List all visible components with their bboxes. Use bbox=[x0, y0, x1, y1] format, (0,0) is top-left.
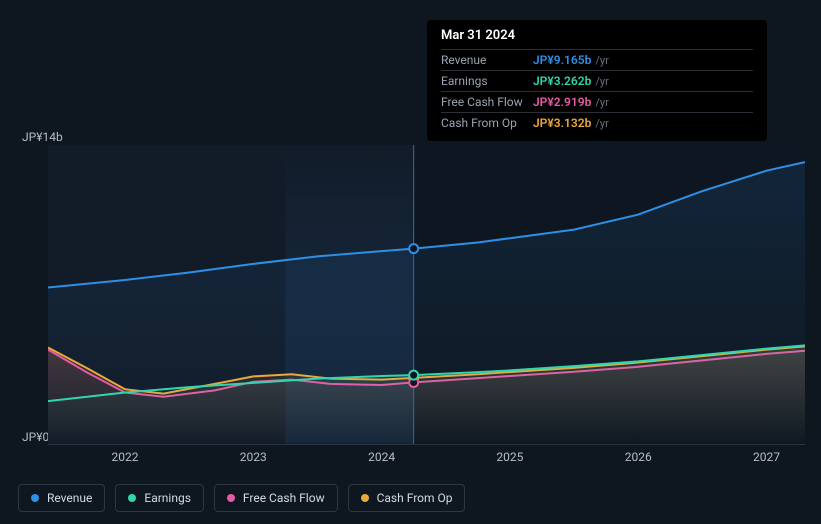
legend-item[interactable]: Revenue bbox=[18, 484, 105, 512]
series-marker bbox=[409, 371, 418, 380]
legend-dot-icon bbox=[128, 494, 136, 502]
legend-item[interactable]: Free Cash Flow bbox=[214, 484, 338, 512]
legend-label: Revenue bbox=[47, 491, 92, 505]
tooltip-value: JP¥3.132b bbox=[533, 116, 591, 130]
x-axis-label: 2023 bbox=[240, 450, 267, 464]
legend-item[interactable]: Cash From Op bbox=[348, 484, 466, 512]
legend-label: Earnings bbox=[144, 491, 191, 505]
tooltip-unit: /yr bbox=[595, 54, 608, 67]
chart-area bbox=[48, 145, 805, 445]
legend: Revenue Earnings Free Cash Flow Cash From O… bbox=[18, 484, 465, 512]
legend-dot-icon bbox=[227, 494, 235, 502]
tooltip-label: Free Cash Flow bbox=[441, 95, 533, 109]
tooltip-label: Revenue bbox=[441, 53, 533, 67]
series-marker bbox=[409, 244, 418, 253]
tooltip-row: Earnings JP¥3.262b /yr bbox=[441, 70, 753, 91]
tooltip-unit: /yr bbox=[595, 96, 608, 109]
x-axis-label: 2027 bbox=[753, 450, 780, 464]
tooltip-unit: /yr bbox=[595, 75, 608, 88]
legend-label: Cash From Op bbox=[377, 491, 453, 505]
x-axis-label: 2026 bbox=[625, 450, 652, 464]
tooltip-value: JP¥3.262b bbox=[533, 74, 591, 88]
tooltip-value: JP¥9.165b bbox=[533, 53, 591, 67]
x-axis-label: 2022 bbox=[111, 450, 138, 464]
legend-item[interactable]: Earnings bbox=[115, 484, 204, 512]
tooltip-row: Cash From Op JP¥3.132b /yr bbox=[441, 112, 753, 133]
legend-dot-icon bbox=[361, 494, 369, 502]
chart-svg bbox=[48, 145, 805, 445]
tooltip-value: JP¥2.919b bbox=[533, 95, 591, 109]
tooltip-label: Cash From Op bbox=[441, 116, 533, 130]
tooltip: Mar 31 2024 Revenue JP¥9.165b /yr Earnin… bbox=[427, 20, 767, 141]
tooltip-row: Revenue JP¥9.165b /yr bbox=[441, 49, 753, 70]
legend-dot-icon bbox=[31, 494, 39, 502]
x-axis-label: 2024 bbox=[368, 450, 395, 464]
tooltip-row: Free Cash Flow JP¥2.919b /yr bbox=[441, 91, 753, 112]
tooltip-label: Earnings bbox=[441, 74, 533, 88]
tooltip-unit: /yr bbox=[595, 117, 608, 130]
tooltip-date: Mar 31 2024 bbox=[441, 28, 753, 43]
y-axis-label: JP¥0 bbox=[22, 430, 49, 444]
x-axis-label: 2025 bbox=[496, 450, 523, 464]
y-axis-label: JP¥14b bbox=[22, 130, 63, 144]
legend-label: Free Cash Flow bbox=[243, 491, 325, 505]
x-axis: 2022 2023 2024 2025 2026 2027 bbox=[48, 450, 805, 470]
